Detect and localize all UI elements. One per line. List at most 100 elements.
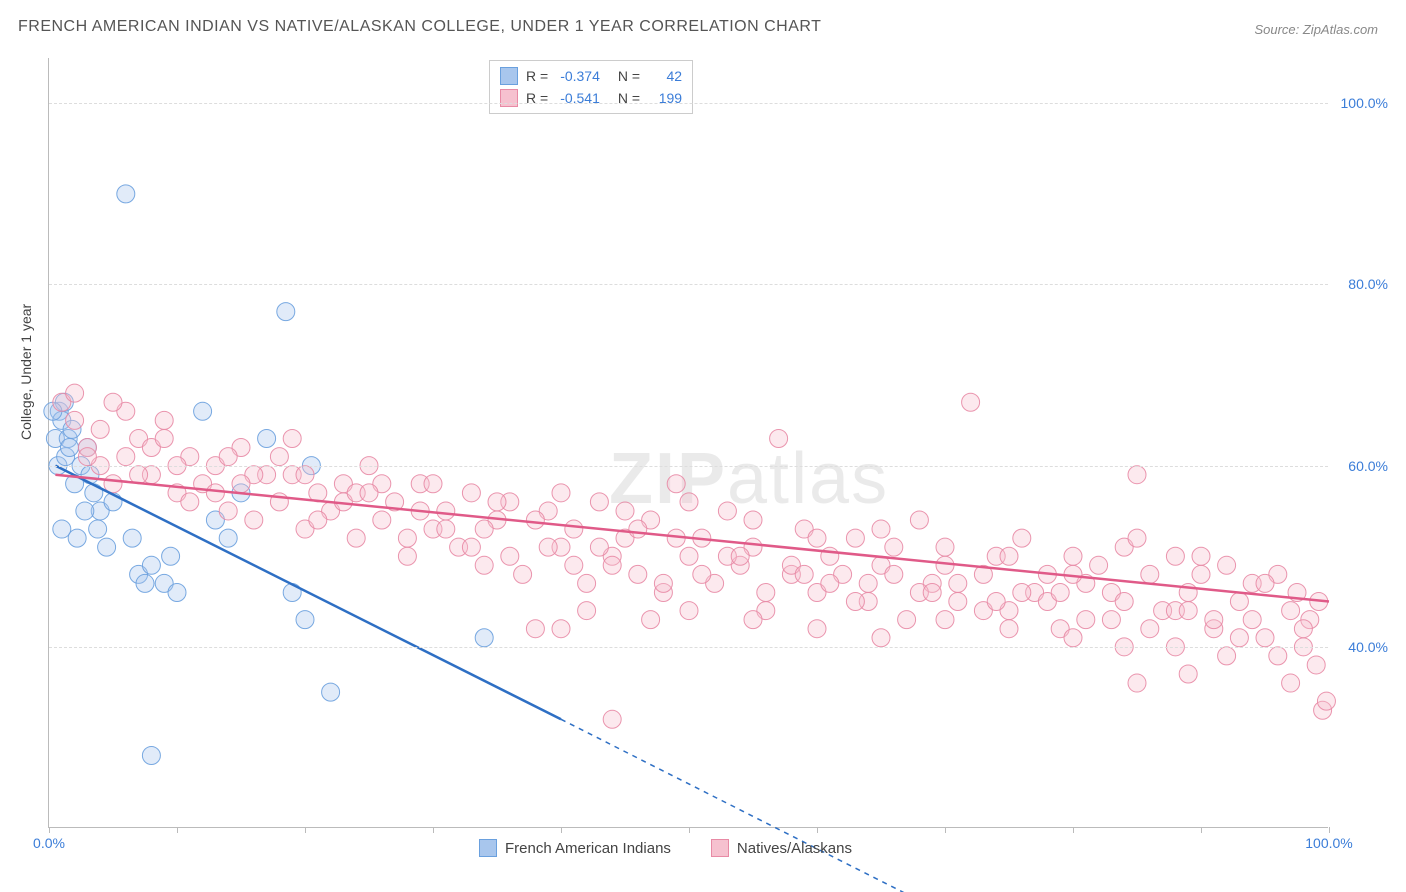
data-point: [296, 466, 314, 484]
data-point: [565, 520, 583, 538]
data-point: [885, 538, 903, 556]
data-point: [693, 565, 711, 583]
data-point: [283, 429, 301, 447]
source-label: Source: ZipAtlas.com: [1254, 22, 1378, 37]
data-point: [514, 565, 532, 583]
data-point: [642, 611, 660, 629]
data-point: [1205, 611, 1223, 629]
x-tick: [561, 827, 562, 833]
data-point: [629, 520, 647, 538]
x-tick-label: 0.0%: [33, 835, 65, 851]
data-point: [1102, 611, 1120, 629]
legend-label: French American Indians: [505, 840, 671, 857]
data-point: [744, 611, 762, 629]
x-tick: [1201, 827, 1202, 833]
data-point: [1064, 629, 1082, 647]
data-point: [1000, 620, 1018, 638]
data-point: [590, 493, 608, 511]
data-point: [1179, 665, 1197, 683]
data-point: [1282, 602, 1300, 620]
scatter-plot: [49, 58, 1328, 827]
data-point: [1077, 611, 1095, 629]
data-point: [168, 583, 186, 601]
swatch-icon: [500, 67, 518, 85]
data-point: [1230, 629, 1248, 647]
data-point: [219, 448, 237, 466]
data-point: [949, 593, 967, 611]
legend-item: French American Indians: [479, 839, 671, 857]
data-point: [475, 556, 493, 574]
x-tick: [49, 827, 50, 833]
data-point: [539, 538, 557, 556]
data-point: [219, 502, 237, 520]
gridline: [49, 466, 1328, 467]
data-point: [1051, 583, 1069, 601]
data-point: [846, 593, 864, 611]
series-legend: French American Indians Natives/Alaskans: [479, 839, 852, 857]
data-point: [680, 602, 698, 620]
data-point: [1317, 692, 1335, 710]
data-point: [923, 583, 941, 601]
data-point: [910, 511, 928, 529]
data-point: [130, 466, 148, 484]
data-point: [590, 538, 608, 556]
data-point: [66, 411, 84, 429]
data-point: [475, 520, 493, 538]
data-point: [795, 565, 813, 583]
data-point: [1013, 583, 1031, 601]
x-tick: [433, 827, 434, 833]
data-point: [565, 556, 583, 574]
data-point: [194, 402, 212, 420]
data-point: [936, 556, 954, 574]
gridline: [49, 647, 1328, 648]
data-point: [526, 620, 544, 638]
data-point: [347, 529, 365, 547]
data-point: [1307, 656, 1325, 674]
data-point: [552, 620, 570, 638]
data-point: [872, 629, 890, 647]
data-point: [123, 529, 141, 547]
x-tick-label: 100.0%: [1305, 835, 1352, 851]
data-point: [66, 384, 84, 402]
data-point: [162, 547, 180, 565]
data-point: [821, 574, 839, 592]
data-point: [1218, 556, 1236, 574]
trend-line-extrapolated: [561, 719, 919, 892]
legend-row: R = -0.374 N = 42: [500, 65, 682, 87]
data-point: [885, 565, 903, 583]
data-point: [488, 493, 506, 511]
data-point: [1128, 529, 1146, 547]
data-point: [1179, 602, 1197, 620]
trend-line: [55, 466, 561, 720]
data-point: [603, 710, 621, 728]
data-point: [98, 538, 116, 556]
legend-label: Natives/Alaskans: [737, 840, 852, 857]
data-point: [85, 484, 103, 502]
swatch-icon: [711, 839, 729, 857]
data-point: [616, 502, 634, 520]
data-point: [1218, 647, 1236, 665]
n-label: N =: [618, 68, 640, 84]
data-point: [117, 185, 135, 203]
data-point: [987, 593, 1005, 611]
r-label: R =: [526, 68, 548, 84]
data-point: [770, 429, 788, 447]
data-point: [136, 574, 154, 592]
data-point: [1000, 547, 1018, 565]
data-point: [462, 484, 480, 502]
n-value: 42: [652, 68, 682, 84]
data-point: [962, 393, 980, 411]
data-point: [859, 574, 877, 592]
data-point: [68, 529, 86, 547]
y-tick-label: 100.0%: [1341, 95, 1388, 111]
data-point: [1230, 593, 1248, 611]
data-point: [808, 620, 826, 638]
data-point: [155, 429, 173, 447]
data-point: [277, 303, 295, 321]
data-point: [808, 529, 826, 547]
data-point: [78, 448, 96, 466]
data-point: [872, 520, 890, 538]
data-point: [1141, 565, 1159, 583]
data-point: [373, 511, 391, 529]
r-value: -0.374: [560, 68, 600, 84]
